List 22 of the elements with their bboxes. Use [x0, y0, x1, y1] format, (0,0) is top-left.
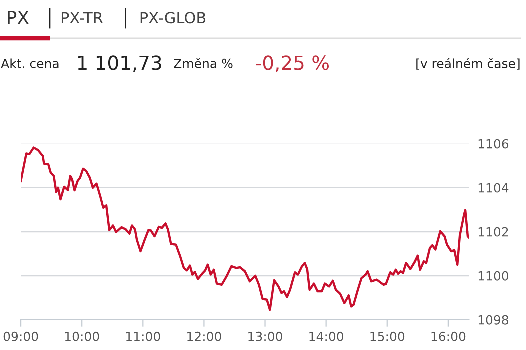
x-tick-label: 09:00 [4, 332, 38, 342]
y-tick-label: 1106 [478, 139, 509, 149]
text: -0,25 % [256, 56, 330, 72]
x-tick-label: 11:00 [126, 332, 160, 342]
x-tick-label: 13:00 [248, 332, 282, 342]
x-tick-label: 10:00 [65, 332, 100, 342]
line-series [21, 146, 470, 312]
y-tick-label: 1100 [478, 271, 509, 281]
x-tick-label: 15:00 [370, 332, 405, 342]
y-tick-label: 1098 [478, 315, 508, 325]
text: Akt. cena [1, 58, 59, 68]
text: [v reálném čase] [416, 58, 520, 70]
text: Změna % [174, 58, 233, 68]
x-tick-label: 14:00 [310, 332, 344, 342]
text: 1 101,73 [78, 56, 162, 72]
y-tick-label: 1104 [478, 183, 509, 193]
text: PX-TR [62, 12, 104, 24]
text: PX [8, 11, 30, 24]
y-tick-label: 1102 [478, 227, 508, 237]
x-tick-label: 12:00 [188, 332, 222, 342]
text: PX-GLOB [140, 12, 206, 24]
x-tick-label: 16:00 [432, 332, 466, 342]
